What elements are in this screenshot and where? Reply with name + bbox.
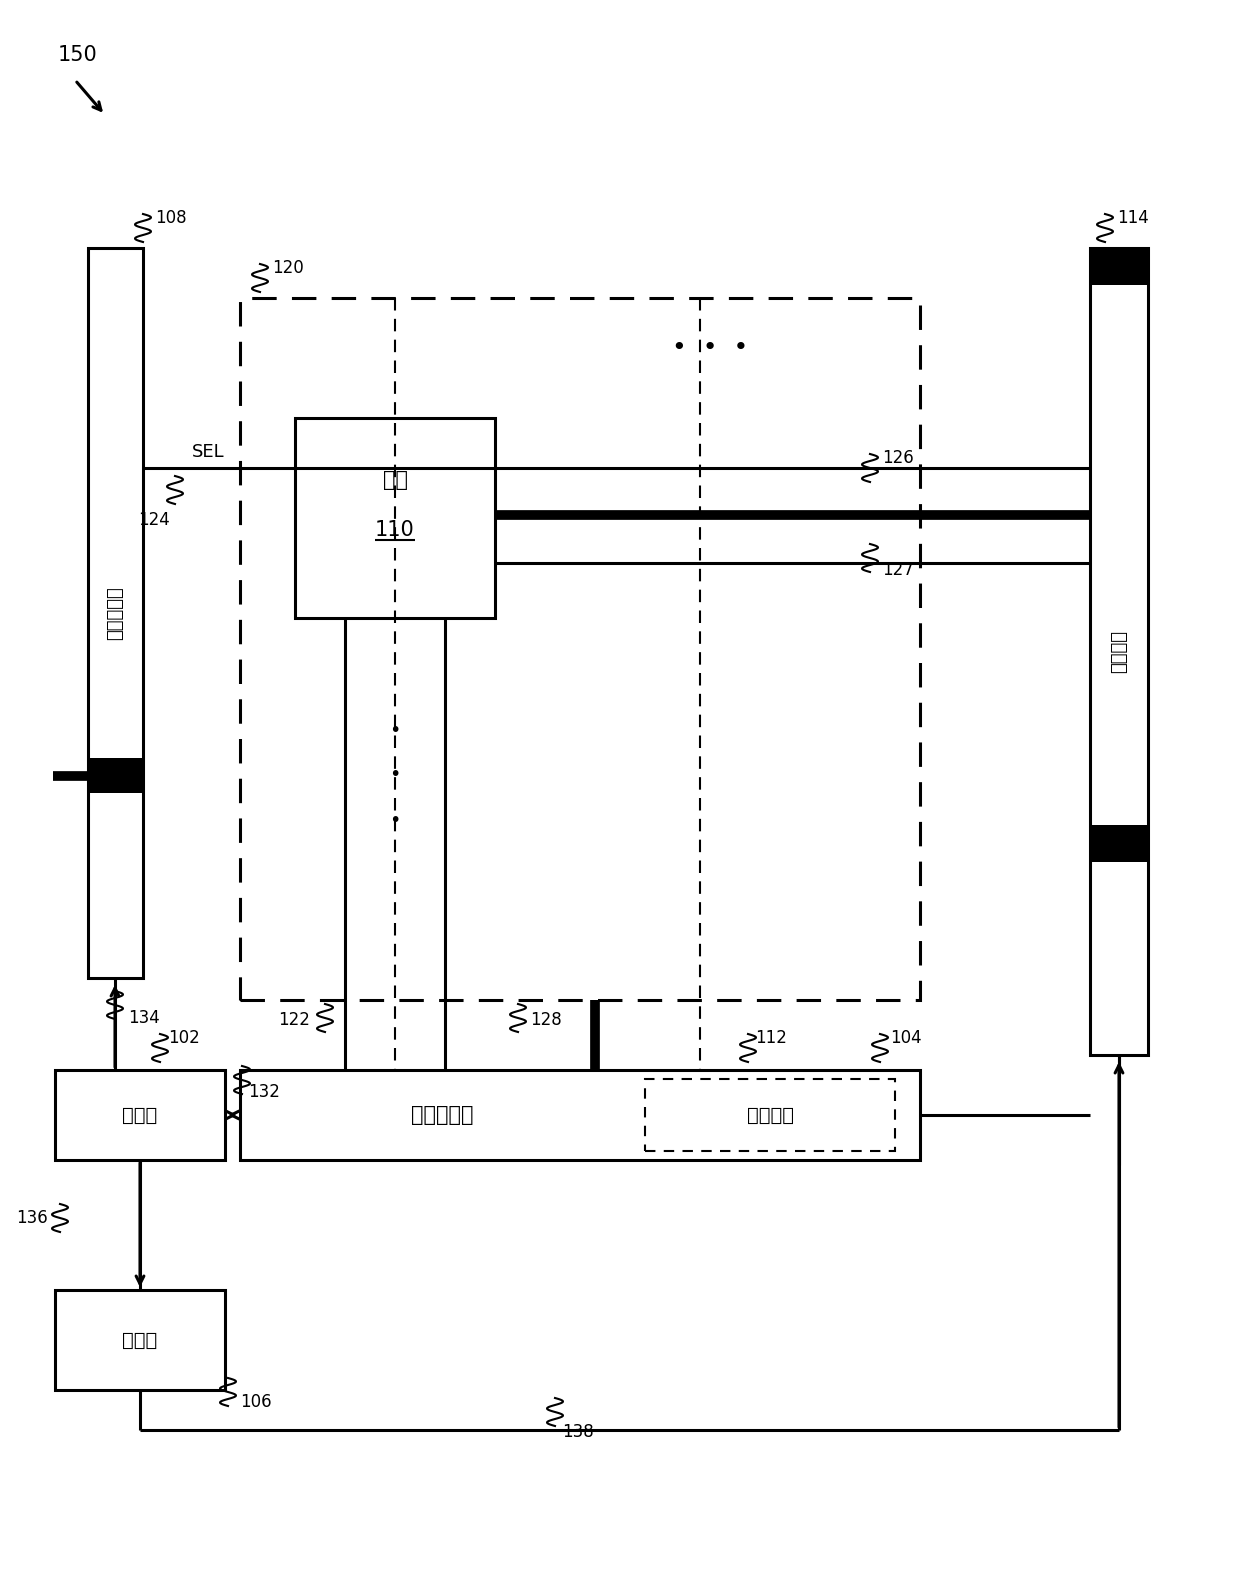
Bar — [295, 417, 495, 618]
Text: 120: 120 — [272, 259, 304, 278]
Text: 108: 108 — [155, 209, 187, 228]
Text: 控制器: 控制器 — [123, 1106, 157, 1125]
Text: 112: 112 — [755, 1029, 787, 1047]
Text: 127: 127 — [882, 562, 914, 579]
Text: 124: 124 — [138, 511, 170, 529]
Text: 138: 138 — [562, 1423, 594, 1440]
Text: 132: 132 — [248, 1083, 280, 1101]
Bar — [55, 1290, 224, 1390]
Bar — [88, 758, 143, 792]
Bar — [88, 248, 143, 977]
Text: 110: 110 — [376, 519, 415, 540]
Bar — [645, 1079, 895, 1152]
Text: 104: 104 — [890, 1029, 921, 1047]
Text: •  •  •: • • • — [672, 336, 748, 359]
Text: SEL: SEL — [192, 442, 224, 461]
Text: 106: 106 — [241, 1393, 272, 1411]
Text: 122: 122 — [278, 1010, 310, 1029]
Text: 150: 150 — [58, 46, 98, 64]
Bar — [1090, 825, 1148, 861]
Text: 电源电压: 电源电压 — [1110, 631, 1128, 673]
Text: 134: 134 — [128, 1009, 160, 1028]
Bar — [241, 1070, 920, 1159]
Bar — [241, 298, 920, 999]
Text: 128: 128 — [529, 1010, 562, 1029]
Text: 136: 136 — [16, 1210, 48, 1227]
Bar — [1090, 248, 1148, 286]
Bar — [55, 1070, 224, 1159]
Text: •: • — [389, 811, 401, 830]
Text: 存储器: 存储器 — [123, 1331, 157, 1349]
Text: •: • — [389, 766, 401, 784]
Text: 102: 102 — [167, 1029, 200, 1047]
Bar — [1090, 248, 1148, 1054]
Text: 地址驱动器: 地址驱动器 — [107, 587, 124, 640]
Text: 114: 114 — [1117, 209, 1148, 228]
Text: 126: 126 — [882, 449, 914, 468]
Text: 监控系统: 监控系统 — [746, 1106, 794, 1125]
Text: •: • — [389, 720, 401, 739]
Text: 像素: 像素 — [382, 471, 408, 490]
Text: 数据驱动器: 数据驱动器 — [412, 1105, 474, 1125]
